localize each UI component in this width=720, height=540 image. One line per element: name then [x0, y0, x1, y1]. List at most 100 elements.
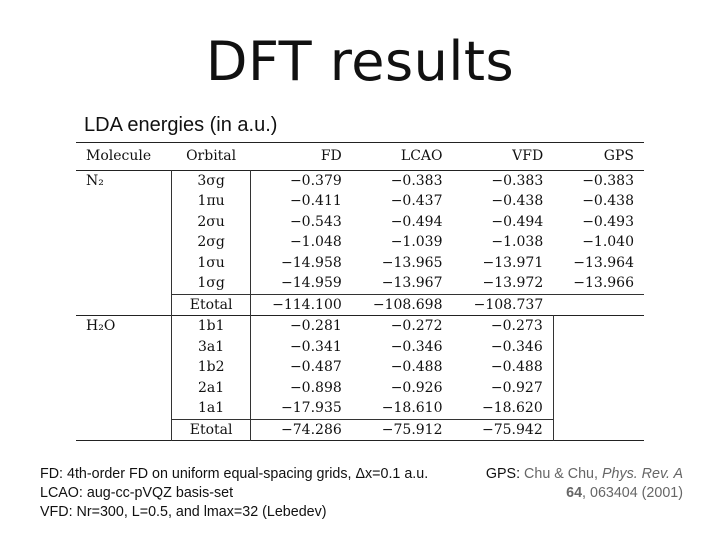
vfd-total: −108.737	[452, 293, 554, 316]
gps-reference: GPS: Chu & Chu, Phys. Rev. A 64, 063404 …	[486, 465, 683, 503]
gps-value	[553, 316, 644, 337]
table-row: 2σu −0.543 −0.494 −0.494 −0.493	[76, 211, 644, 233]
total-label: Etotal	[171, 293, 251, 316]
molecule-cell	[76, 212, 172, 233]
lcao-value: −13.965	[381, 254, 443, 271]
orbital-cell: 2σu	[171, 211, 251, 232]
table-row: 3a1 −0.341 −0.346 −0.346	[76, 336, 644, 358]
method-notes: FD: 4th-order FD on uniform equal-spacin…	[40, 465, 428, 522]
lcao-value: −0.346	[390, 338, 443, 355]
note-fd: FD: 4th-order FD on uniform equal-spacin…	[40, 466, 429, 482]
vfd-value: −1.038	[491, 234, 544, 250]
header-fd: FD	[320, 148, 342, 164]
gps-value	[553, 378, 644, 399]
table-header-row: Molecule Orbital FD LCAO VFD GPS	[76, 142, 644, 171]
table-row: 1σg −14.959 −13.967 −13.972 −13.966	[76, 273, 644, 294]
header-lcao: LCAO	[400, 148, 443, 164]
gps-total	[553, 293, 644, 316]
table-row: 1σu −14.958 −13.965 −13.971 −13.964	[76, 252, 644, 274]
fd-value: −0.281	[289, 318, 342, 334]
orbital-cell: 1πu	[171, 191, 251, 212]
molecule-cell	[76, 273, 172, 294]
gps-total	[553, 419, 644, 441]
fd-value: −14.959	[281, 275, 342, 291]
vfd-value: −0.494	[491, 213, 544, 230]
vfd-value: −0.383	[491, 172, 544, 189]
fd-value: −0.411	[289, 193, 342, 209]
fd-value: −17.935	[281, 400, 342, 416]
table-row: 2a1 −0.898 −0.926 −0.927	[76, 377, 644, 399]
molecule-cell	[76, 378, 172, 399]
lcao-value: −0.494	[390, 213, 443, 230]
molecule-cell	[76, 294, 172, 316]
reference-journal: Phys. Rev. A	[601, 466, 683, 482]
fd-total: −114.100	[250, 293, 352, 316]
fd-value: −1.048	[289, 234, 342, 250]
gps-value	[553, 337, 644, 358]
lcao-value: −0.488	[390, 359, 443, 375]
gps-value: −1.040	[582, 234, 634, 250]
molecule-cell	[76, 357, 172, 378]
slide-title: DFT results	[205, 30, 515, 93]
orbital-cell: 1b1	[171, 315, 251, 337]
total-row: Etotal −114.100 −108.698 −108.737	[76, 293, 644, 316]
table-row: 2σg −1.048 −1.039 −1.038 −1.040	[76, 232, 644, 253]
orbital-cell: 1a1	[171, 398, 251, 419]
table-row: 1b2 −0.487 −0.488 −0.488	[76, 357, 644, 378]
vfd-value: −0.927	[452, 377, 554, 398]
gps-value: −13.966	[573, 275, 634, 291]
vfd-value: −0.488	[452, 357, 554, 378]
molecule-cell	[76, 191, 172, 212]
table-row: H₂O 1b1 −0.281 −0.272 −0.273	[76, 315, 644, 337]
header-molecule: Molecule	[86, 148, 152, 164]
orbital-cell: 2σg	[171, 232, 251, 253]
orbital-cell: 1σu	[171, 252, 251, 273]
table-row: N₂ 3σg −0.379 −0.383 −0.383 −0.383	[76, 170, 644, 191]
molecule-cell	[76, 253, 172, 274]
vfd-value: −13.971	[482, 254, 544, 271]
header-orbital: Orbital	[186, 148, 237, 164]
gps-value: −0.493	[582, 213, 634, 230]
fd-total: −74.286	[250, 418, 352, 441]
table-caption: LDA energies (in a.u.)	[84, 114, 278, 136]
lcao-value: −0.383	[390, 172, 443, 189]
orbital-cell: 3σg	[171, 170, 251, 191]
reference-authors: Chu & Chu,	[524, 466, 598, 482]
gps-value: −0.438	[582, 193, 634, 209]
molecule-cell	[76, 337, 172, 358]
table-row: 1a1 −17.935 −18.610 −18.620	[76, 398, 644, 419]
vfd-value: −13.972	[482, 275, 544, 291]
gps-value: −0.383	[582, 172, 634, 189]
fd-value: −0.379	[289, 172, 342, 189]
molecule-cell	[76, 232, 172, 253]
gps-value	[553, 357, 644, 378]
fd-value: −0.341	[289, 338, 342, 355]
fd-value: −0.898	[289, 379, 342, 396]
reference-label: GPS:	[485, 466, 521, 482]
vfd-value: −0.346	[452, 336, 554, 357]
lcao-value: −0.926	[390, 379, 443, 396]
note-lcao: LCAO: aug-cc-pVQZ basis-set	[40, 485, 234, 501]
orbital-cell: 2a1	[171, 377, 251, 398]
fd-value: −14.958	[281, 254, 342, 271]
vfd-total: −75.942	[452, 418, 554, 441]
fd-value: −0.543	[289, 213, 342, 230]
orbital-cell: 3a1	[171, 336, 251, 357]
molecule-cell	[76, 419, 172, 441]
lcao-value: −0.437	[390, 193, 443, 209]
header-gps: GPS	[603, 148, 634, 164]
reference-volume: 64	[566, 485, 583, 501]
table-row: 1πu −0.411 −0.437 −0.438 −0.438	[76, 191, 644, 212]
lcao-value: −18.610	[381, 400, 443, 416]
orbital-cell: 1b2	[171, 357, 251, 378]
reference-pages-year: , 063404 (2001)	[582, 485, 683, 501]
lcao-value: −0.272	[390, 318, 443, 334]
lcao-value: −1.039	[390, 234, 443, 250]
total-row: Etotal −74.286 −75.912 −75.942	[76, 418, 644, 441]
vfd-value: −0.438	[491, 193, 544, 209]
header-vfd: VFD	[512, 148, 544, 164]
fd-value: −0.487	[289, 359, 342, 375]
note-vfd: VFD: Nr=300, L=0.5, and lmax=32 (Lebedev…	[40, 504, 327, 520]
table-body: N₂ 3σg −0.379 −0.383 −0.383 −0.383 1πu −0.411 −0…	[76, 170, 644, 441]
total-label: Etotal	[171, 418, 251, 441]
